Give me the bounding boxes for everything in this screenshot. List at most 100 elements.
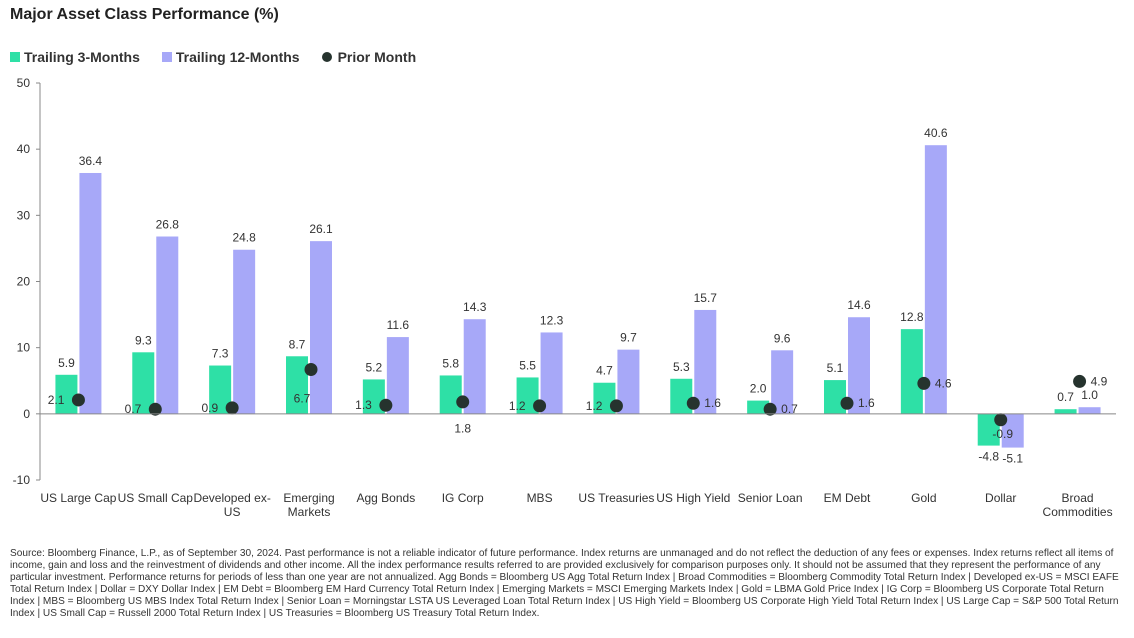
x-axis-category-label: Commodities <box>1043 505 1113 519</box>
bar-trailing-3-months <box>900 329 923 414</box>
x-axis-category-label: US Small Cap <box>118 491 194 505</box>
x-axis-category-label: Emerging <box>283 491 334 505</box>
data-label-trailing-12-months: 9.7 <box>620 331 637 345</box>
data-label-trailing-12-months: 14.3 <box>463 300 487 314</box>
dot-prior-month <box>686 396 700 410</box>
data-label-prior-month: 4.6 <box>935 376 952 390</box>
legend-swatch-trailing-3-months <box>10 52 20 62</box>
bar-trailing-3-months <box>55 374 78 414</box>
data-label-trailing-12-months: 11.6 <box>387 318 410 332</box>
data-label-trailing-12-months: -5.1 <box>1002 452 1023 466</box>
bar-trailing-3-months <box>977 413 1000 446</box>
y-axis-tick-label: 20 <box>17 275 31 289</box>
data-label-prior-month: 0.9 <box>201 401 218 415</box>
x-axis-category-label: EM Debt <box>824 491 871 505</box>
y-axis-tick-label: 40 <box>17 142 31 156</box>
bar-trailing-12-months <box>540 332 563 414</box>
dot-prior-month <box>1073 374 1087 388</box>
bar-trailing-3-months <box>132 352 155 414</box>
legend-item-trailing-12-months: Trailing 12-Months <box>161 49 300 65</box>
legend-item-prior-month: Prior Month <box>321 49 417 65</box>
chart-title: Major Asset Class Performance (%) <box>10 6 279 23</box>
y-axis-tick-label: -10 <box>13 473 31 487</box>
y-axis-tick-label: 0 <box>23 407 30 421</box>
data-label-trailing-12-months: 12.3 <box>540 313 564 327</box>
dot-prior-month <box>763 402 777 416</box>
data-label-trailing-12-months: 26.8 <box>156 218 180 232</box>
data-label-trailing-3-months: 5.1 <box>827 361 844 375</box>
x-axis-category-label: Senior Loan <box>738 491 803 505</box>
dot-prior-month <box>994 413 1008 427</box>
data-label-trailing-3-months: 12.8 <box>900 310 924 324</box>
bar-trailing-3-months <box>516 377 539 414</box>
bar-trailing-12-months <box>924 145 947 414</box>
bar-trailing-3-months <box>286 356 308 414</box>
bar-trailing-12-months <box>233 249 256 414</box>
data-label-trailing-3-months: 5.8 <box>442 356 459 370</box>
bar-trailing-12-months <box>694 309 717 414</box>
data-label-prior-month: 1.2 <box>509 399 526 413</box>
data-label-trailing-3-months: 0.7 <box>1057 390 1074 404</box>
data-label-prior-month: 1.6 <box>858 396 875 410</box>
y-axis-tick-label: 50 <box>17 76 31 90</box>
data-label-trailing-12-months: 15.7 <box>694 291 718 305</box>
data-label-prior-month: -0.9 <box>992 427 1013 441</box>
dot-prior-month <box>533 399 547 413</box>
dot-prior-month <box>304 363 318 377</box>
bar-trailing-3-months <box>670 378 693 414</box>
x-axis-category-label: US <box>224 505 241 519</box>
x-axis-category-label: Agg Bonds <box>356 491 415 505</box>
data-label-prior-month: 1.3 <box>355 398 372 412</box>
x-axis-category-label: US Treasuries <box>578 491 654 505</box>
data-label-trailing-12-months: 26.1 <box>309 222 333 236</box>
y-axis-tick-label: 10 <box>17 341 31 355</box>
data-label-trailing-3-months: 2.0 <box>750 382 767 396</box>
bar-trailing-3-months <box>593 382 616 414</box>
data-label-trailing-12-months: 1.0 <box>1081 388 1098 402</box>
legend-marker-prior-month <box>321 52 332 62</box>
data-label-trailing-12-months: 14.6 <box>847 298 871 312</box>
data-label-prior-month: 1.6 <box>704 396 721 410</box>
dot-prior-month <box>225 401 239 415</box>
x-axis-category-label: Gold <box>911 491 936 505</box>
bar-trailing-3-months <box>1054 409 1077 414</box>
dot-prior-month <box>609 399 623 413</box>
bar-trailing-3-months <box>824 380 846 414</box>
data-label-trailing-12-months: 24.8 <box>232 231 256 245</box>
x-axis-category-label: Markets <box>288 505 331 519</box>
bar-trailing-12-months <box>771 350 794 414</box>
bar-trailing-12-months <box>386 337 409 414</box>
dot-prior-month <box>379 398 393 412</box>
bar-trailing-12-months <box>79 172 102 414</box>
legend-item-trailing-3-months: Trailing 3-Months <box>10 49 140 65</box>
bar-trailing-12-months <box>848 317 870 414</box>
data-label-trailing-3-months: 8.7 <box>289 337 306 351</box>
bar-trailing-12-months <box>1001 413 1024 448</box>
bar-trailing-12-months <box>1078 407 1101 414</box>
x-axis-category-label: MBS <box>527 491 553 505</box>
legend-swatch-trailing-12-months <box>161 52 172 62</box>
bar-trailing-12-months <box>310 241 332 414</box>
data-label-trailing-3-months: -4.8 <box>978 450 999 464</box>
source-footnote: Source: Bloomberg Finance, L.P., as of S… <box>10 548 1119 619</box>
x-axis-category-label: Broad <box>1062 491 1094 505</box>
dot-prior-month <box>840 396 854 410</box>
bar-trailing-12-months <box>156 236 179 414</box>
data-label-trailing-12-months: 40.6 <box>924 126 948 140</box>
data-label-trailing-3-months: 7.3 <box>212 347 229 361</box>
legend-label-trailing-3-months: Trailing 3-Months <box>24 49 140 65</box>
legend-label-prior-month: Prior Month <box>337 49 417 65</box>
dot-prior-month <box>71 393 85 407</box>
data-label-prior-month: 1.2 <box>586 399 603 413</box>
x-axis-category-label: IG Corp <box>442 491 484 505</box>
x-axis-category-label: Dollar <box>985 491 1016 505</box>
data-label-trailing-3-months: 9.3 <box>135 333 152 347</box>
legend-label-trailing-12-months: Trailing 12-Months <box>175 49 300 65</box>
data-label-prior-month: 6.7 <box>294 392 311 406</box>
data-label-prior-month: 4.9 <box>1091 374 1108 388</box>
dot-prior-month <box>456 395 470 409</box>
bar-trailing-12-months <box>617 349 640 414</box>
y-axis-tick-label: 30 <box>17 208 31 222</box>
bar-trailing-3-months <box>747 400 770 414</box>
dot-prior-month <box>917 376 931 390</box>
